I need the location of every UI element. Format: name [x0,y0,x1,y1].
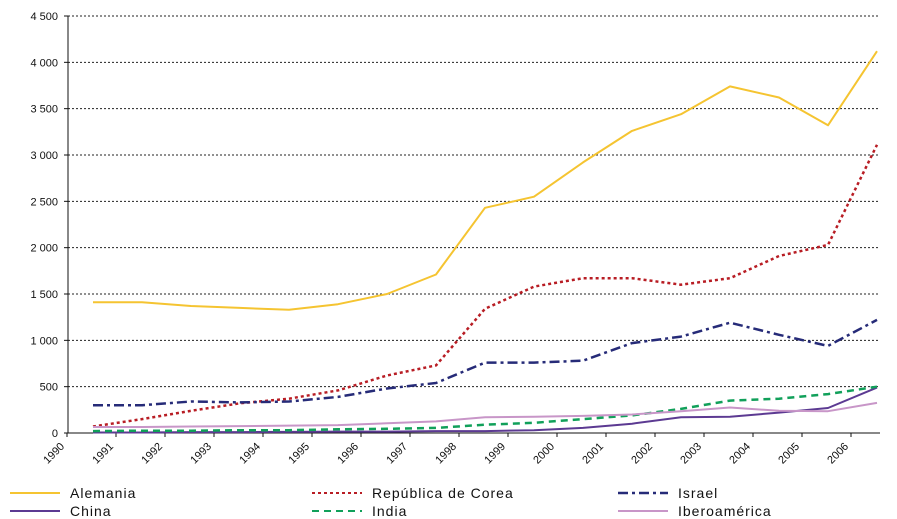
x-tick-label: 1993 [188,441,214,467]
x-tick-label: 1991 [90,441,116,467]
x-tick-label: 1999 [482,441,508,467]
legend-item-india: India [312,502,407,519]
y-tick-label: 0 [52,428,58,440]
x-tick-label: 2006 [825,441,851,467]
legend-label-israel: Israel [678,484,719,501]
x-tick-label: 2004 [727,441,753,467]
legend-item-iberoamerica: Iberoamérica [618,502,772,519]
legend-item-israel: Israel [618,484,718,501]
legend-label-alemania: Alemania [70,484,137,501]
x-tick-label: 1994 [237,441,263,467]
line-chart: 0 500 1 000 1 500 2 000 2 500 3 000 3 500 4 000 4… [30,11,880,467]
x-tick-label: 1996 [335,441,361,467]
legend-item-china: China [10,502,112,519]
series-line-india [92,385,878,433]
legend-swatch-alemania [10,491,60,494]
x-tick-label: 1995 [286,441,312,467]
legend-swatch-india [312,509,362,512]
x-tick-label: 2000 [531,441,557,467]
x-axis-tick-labels: 1990 1991 1992 1993 1994 1995 1996 1997 1998 1999… [41,441,851,467]
y-tick-label: 4 000 [30,57,58,69]
gridlines [68,15,880,388]
x-tick-label: 2001 [580,441,606,467]
legend-swatch-israel [618,491,668,494]
legend-swatch-iberoamerica [618,509,668,512]
x-tick-label: 1997 [384,441,410,467]
series-line-israel [93,318,878,407]
legend: Alemania República de Corea Israel China… [0,484,897,519]
x-tick-label: 1990 [41,441,67,467]
y-tick-label: 2 000 [30,243,58,255]
series-line-iberoam-rica [93,401,878,428]
y-tick-label: 4 500 [30,11,58,23]
y-tick-label: 3 000 [30,150,58,162]
y-tick-label: 1 500 [30,289,58,301]
y-tick-label: 500 [40,382,58,394]
legend-label-corea: República de Corea [372,484,514,501]
legend-label-china: China [70,502,112,519]
legend-swatch-corea [312,491,362,494]
legend-item-corea: República de Corea [312,484,514,501]
legend-label-iberoamerica: Iberoamérica [678,502,772,519]
x-tick-label: 2003 [678,441,704,467]
x-tick-label: 1998 [433,441,459,467]
y-axis-tick-labels: 0 500 1 000 1 500 2 000 2 500 3 000 3 500 4 000 4… [30,11,58,440]
legend-label-india: India [372,502,408,519]
series-line-china [93,386,878,434]
y-tick-label: 1 000 [30,335,58,347]
series-lines [92,50,879,434]
y-tick-label: 2 500 [30,196,58,208]
series-line-rep-blica-de-corea [92,144,879,428]
x-tick-label: 2005 [776,441,802,467]
x-tick-label: 2002 [629,441,655,467]
legend-item-alemania: Alemania [10,484,136,501]
series-line-alemania [93,50,878,311]
x-tick-label: 1992 [139,441,165,467]
legend-swatch-china [10,509,60,512]
y-tick-label: 3 500 [30,104,58,116]
